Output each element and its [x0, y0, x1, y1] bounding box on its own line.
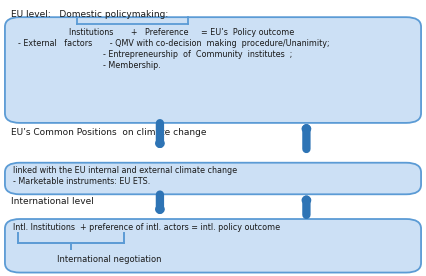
Text: Intl. Institutions  + preference of intl. actors = intl. policy outcome: Intl. Institutions + preference of intl.… — [14, 222, 281, 232]
Text: - Entrepreneurship  of  Community  institutes  ;: - Entrepreneurship of Community institut… — [17, 50, 292, 59]
FancyBboxPatch shape — [5, 17, 421, 123]
FancyBboxPatch shape — [5, 219, 421, 273]
Text: linked with the EU internal and external climate change: linked with the EU internal and external… — [14, 166, 238, 175]
Text: International negotiation: International negotiation — [57, 255, 161, 264]
Text: - Marketable instruments: EU ETS.: - Marketable instruments: EU ETS. — [14, 177, 151, 186]
Text: EU level:   Domestic policymaking:: EU level: Domestic policymaking: — [12, 10, 169, 19]
FancyBboxPatch shape — [5, 163, 421, 194]
Text: EU’s Common Positions  on climate change: EU’s Common Positions on climate change — [12, 128, 207, 137]
Text: Institutions       +   Preference     = EU’s  Policy outcome: Institutions + Preference = EU’s Policy … — [69, 28, 294, 37]
Text: International level: International level — [12, 197, 94, 206]
Text: - Membership.: - Membership. — [17, 61, 161, 70]
Text: - External   factors       - QMV with co-decision  making  procedure/Unanimity;: - External factors - QMV with co-decisio… — [17, 39, 329, 48]
